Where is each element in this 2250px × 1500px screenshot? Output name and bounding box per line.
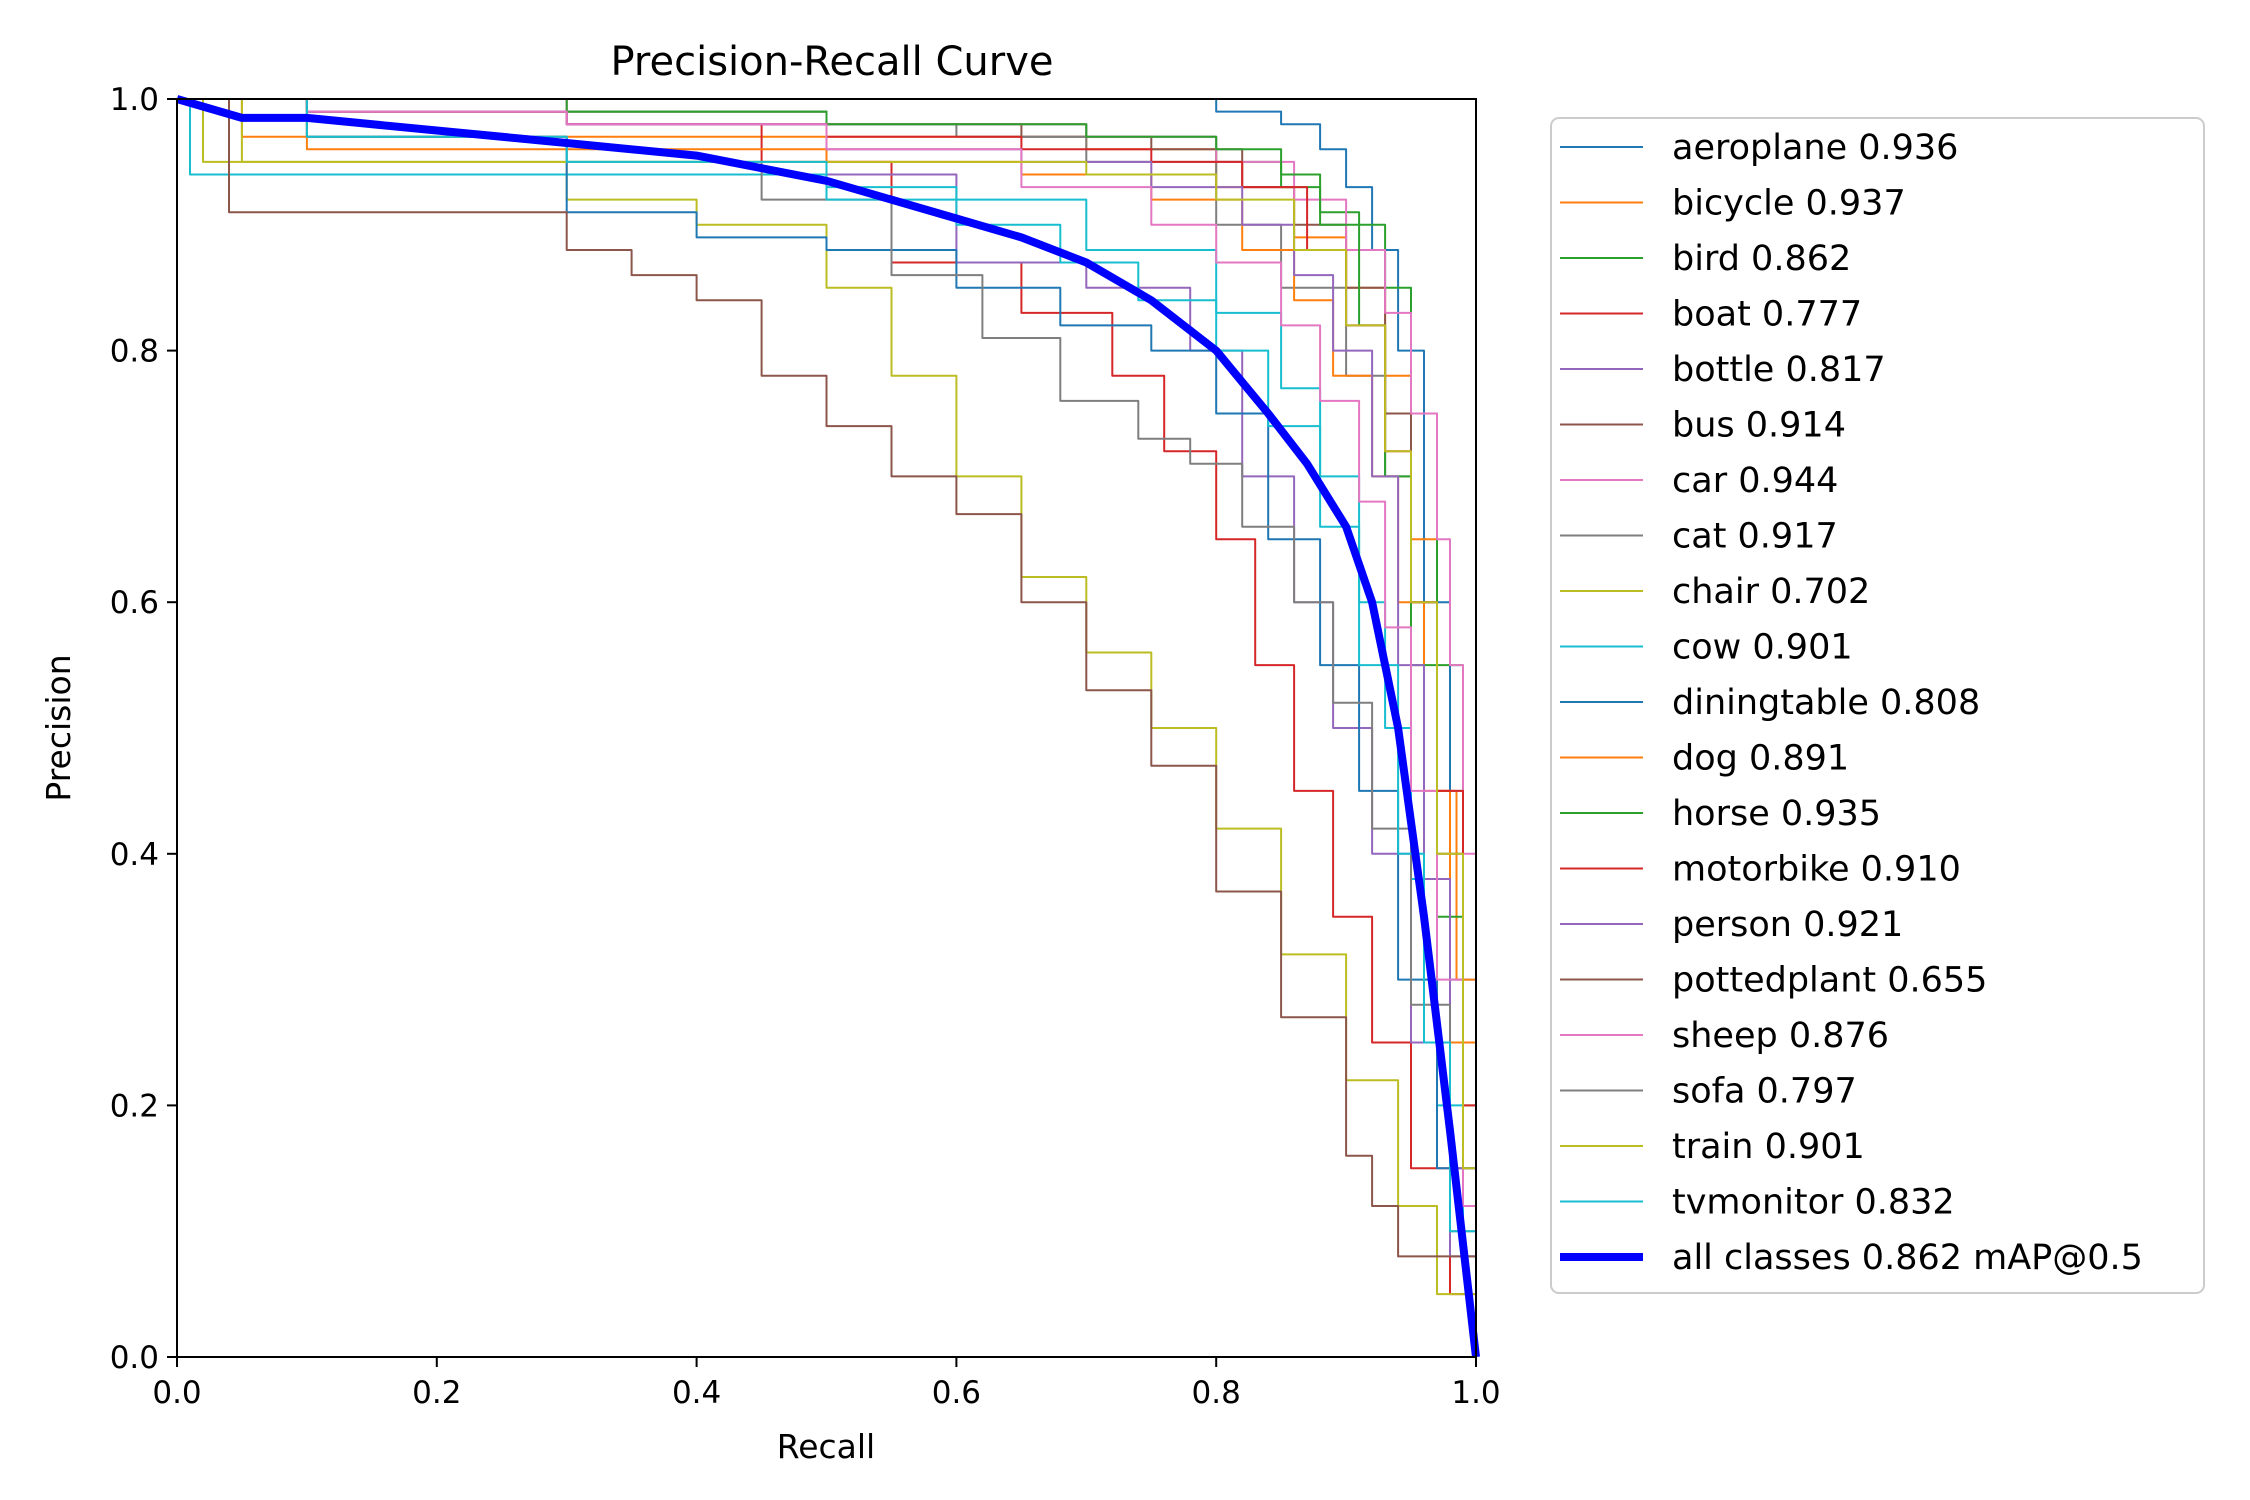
legend-label: all classes 0.862 mAP@0.5 <box>1672 1238 2143 1278</box>
legend-label: train 0.901 <box>1672 1127 1865 1167</box>
y-tick-label: 0.6 <box>110 585 159 621</box>
series-line-pottedplant <box>177 98 1477 1357</box>
legend-label: car 0.944 <box>1672 461 1838 501</box>
legend-label: boat 0.777 <box>1672 295 1862 335</box>
legend-frame <box>1550 117 2205 1294</box>
legend-label: cow 0.901 <box>1672 628 1853 668</box>
legend-label: sofa 0.797 <box>1672 1072 1857 1112</box>
series-line-all-classes <box>175 95 1480 1358</box>
y-axis-ticks: 0.0 0.2 0.4 0.6 0.8 1.0 <box>110 82 177 1376</box>
legend-label: motorbike 0.910 <box>1672 850 1961 890</box>
legend-label: pottedplant 0.655 <box>1672 961 1987 1001</box>
legend-label: bus 0.914 <box>1672 406 1846 446</box>
legend-label: dog 0.891 <box>1672 739 1849 779</box>
legend-label: bird 0.862 <box>1672 239 1851 279</box>
plot-area-frame <box>176 98 1477 1358</box>
legend-label: sheep 0.876 <box>1672 1016 1889 1056</box>
y-tick-label: 0.4 <box>110 837 159 873</box>
legend-label: bicycle 0.937 <box>1672 184 1906 224</box>
legend-label: cat 0.917 <box>1672 517 1838 557</box>
legend-label: person 0.921 <box>1672 905 1903 945</box>
legend-label: diningtable 0.808 <box>1672 683 1980 723</box>
legend-entries: aeroplane 0.936 bicycle 0.937 bird 0.862 bo… <box>1560 128 2143 1278</box>
x-axis-label: Recall <box>777 1427 875 1466</box>
series-layer <box>175 95 1480 1358</box>
y-tick-label: 1.0 <box>110 82 159 118</box>
legend-label: bottle 0.817 <box>1672 350 1886 390</box>
legend-label: aeroplane 0.936 <box>1672 128 1958 168</box>
y-tick-label: 0.2 <box>110 1088 159 1124</box>
legend-label: horse 0.935 <box>1672 794 1881 834</box>
x-tick-label: 0.4 <box>672 1375 721 1411</box>
y-axis-label: Precision <box>39 654 78 801</box>
series-line-chair <box>177 98 1477 1357</box>
legend-label: chair 0.702 <box>1672 572 1870 612</box>
x-tick-label: 0.8 <box>1192 1375 1241 1411</box>
x-axis-ticks: 0.0 0.2 0.4 0.6 0.8 1.0 <box>152 1357 1501 1411</box>
x-tick-label: 0.6 <box>932 1375 981 1411</box>
legend-label: tvmonitor 0.832 <box>1672 1183 1955 1223</box>
y-tick-label: 0.0 <box>110 1340 159 1376</box>
x-tick-label: 0.2 <box>412 1375 461 1411</box>
chart-title: Precision-Recall Curve <box>611 39 1054 85</box>
x-tick-label: 1.0 <box>1451 1375 1500 1411</box>
legend: aeroplane 0.936 bicycle 0.937 bird 0.862 bo… <box>1550 117 2205 1294</box>
y-tick-label: 0.8 <box>110 334 159 370</box>
x-tick-label: 0.0 <box>152 1375 201 1411</box>
